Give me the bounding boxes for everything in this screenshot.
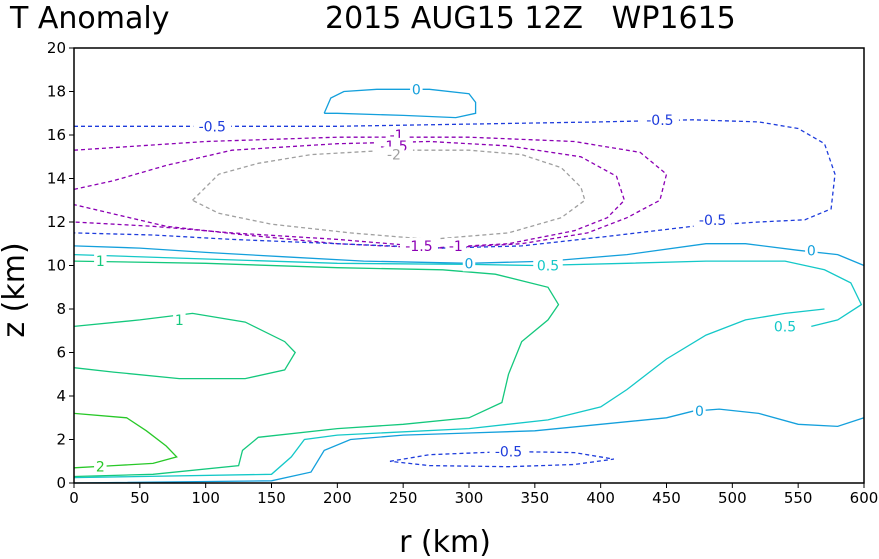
- svg-text:2: 2: [96, 460, 105, 476]
- x-axis-ticks: 0 50 100 150 200 250 300 350 400 450 500 550 600: [69, 483, 878, 507]
- svg-text:-0.5: -0.5: [699, 213, 726, 229]
- contour-label-10: 0.5: [533, 257, 563, 275]
- x-tick-label-6: 300: [455, 489, 484, 507]
- contour-line-12: [73, 412, 178, 469]
- chart-title-right: 2015 AUG15 12Z WP1615: [325, 1, 736, 36]
- contour-label-1: -0.5: [193, 118, 232, 135]
- x-tick-label-8: 400: [586, 489, 615, 507]
- contour-line-8: [73, 253, 863, 328]
- contour-line-5: [323, 88, 477, 119]
- x-tick-label-1: 50: [130, 489, 149, 507]
- y-tick-label-2: 4: [56, 387, 66, 405]
- svg-text:-1.5: -1.5: [405, 239, 432, 255]
- contour-label-12: 1: [94, 253, 107, 270]
- contour-label-7: -1.5: [399, 237, 438, 255]
- contour-line-3: [73, 119, 836, 249]
- y-tick-label-10: 20: [47, 39, 66, 57]
- svg-text:0: 0: [465, 256, 474, 272]
- svg-text:0: 0: [412, 82, 421, 98]
- y-tick-label-1: 2: [56, 431, 66, 449]
- x-tick-label-11: 550: [784, 489, 813, 507]
- contour-line-4: [389, 450, 614, 468]
- contour-line-10: [73, 260, 560, 478]
- contour-line-1: [73, 140, 626, 249]
- contour-line-9: [73, 308, 825, 479]
- contour-label-13: 0.5: [770, 318, 800, 335]
- x-tick-label-2: 100: [191, 489, 220, 507]
- svg-text:-1: -1: [449, 239, 463, 255]
- svg-text:0.5: 0.5: [774, 319, 796, 335]
- contour-line-0: [191, 149, 586, 241]
- chart-title-left: T Anomaly: [9, 1, 169, 36]
- svg-text:-0.5: -0.5: [495, 444, 522, 460]
- svg-text:-0.5: -0.5: [646, 113, 673, 129]
- contour-line-7: [73, 408, 865, 484]
- contour-label-17: 2: [94, 458, 107, 476]
- y-tick-label-4: 8: [56, 300, 66, 318]
- svg-text:-2: -2: [387, 148, 401, 164]
- y-tick-label-8: 16: [47, 126, 66, 144]
- x-tick-label-3: 150: [257, 489, 286, 507]
- contour-lines: [73, 88, 865, 484]
- y-tick-label-5: 10: [47, 257, 66, 275]
- contour-labels: 0-0.5-0.5-1-1.5-2-0.5-1.5-100.5010.510-0…: [94, 81, 818, 476]
- y-tick-label-9: 18: [47, 83, 66, 101]
- contour-label-11: 0: [805, 242, 818, 259]
- svg-text:0: 0: [807, 243, 816, 259]
- y-tick-label-0: 0: [56, 474, 66, 492]
- x-tick-label-0: 0: [69, 489, 79, 507]
- x-tick-label-4: 200: [323, 489, 352, 507]
- x-tick-label-7: 350: [521, 489, 550, 507]
- contour-label-8: -1: [445, 237, 467, 255]
- svg-text:0.5: 0.5: [537, 259, 559, 275]
- y-tick-label-6: 12: [47, 213, 66, 231]
- svg-text:0: 0: [695, 404, 704, 420]
- contour-line-2: [73, 136, 668, 249]
- contour-label-16: -0.5: [489, 443, 528, 460]
- y-tick-label-3: 6: [56, 344, 66, 362]
- y-axis-label: z (km): [0, 242, 32, 337]
- y-tick-label-7: 14: [47, 170, 66, 188]
- x-axis-label: r (km): [399, 525, 491, 559]
- x-tick-label-5: 250: [389, 489, 418, 507]
- svg-text:1: 1: [175, 313, 184, 329]
- contour-label-14: 1: [173, 311, 186, 329]
- x-tick-label-9: 450: [652, 489, 681, 507]
- svg-text:1: 1: [96, 254, 105, 270]
- x-tick-label-12: 600: [850, 489, 879, 507]
- contour-label-0: 0: [410, 81, 423, 98]
- x-tick-label-10: 500: [718, 489, 747, 507]
- contour-label-5: -2: [383, 146, 405, 164]
- contour-label-15: 0: [693, 403, 706, 420]
- contour-label-9: 0: [462, 255, 476, 272]
- title-group: T Anomaly 2015 AUG15 12Z WP1615: [9, 1, 736, 36]
- contour-label-6: -0.5: [693, 211, 732, 229]
- contour-label-2: -0.5: [640, 111, 679, 129]
- svg-text:-0.5: -0.5: [199, 119, 226, 135]
- y-axis-ticks: 0 2 4 6 8 10 12 14 16 18 20: [47, 39, 74, 492]
